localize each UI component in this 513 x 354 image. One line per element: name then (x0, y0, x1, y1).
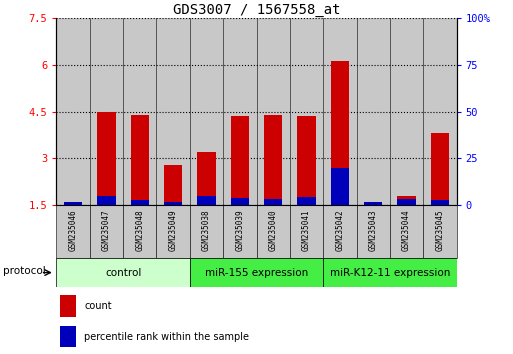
Bar (298, 116, 315, 205)
Bar (264, 115, 282, 205)
Bar (390, 18, 423, 205)
Text: GSM235049: GSM235049 (169, 210, 177, 251)
Text: GSM235040: GSM235040 (269, 210, 278, 251)
Bar (64, 201, 82, 205)
Text: GSM235041: GSM235041 (302, 210, 311, 251)
Bar (190, 18, 223, 205)
Bar (223, 205, 256, 258)
Bar (56, 258, 190, 287)
Bar (290, 205, 323, 258)
Bar (256, 18, 290, 205)
Bar (64, 204, 82, 205)
Bar (164, 201, 182, 205)
Bar (97, 112, 115, 205)
Text: miR-K12-11 expression: miR-K12-11 expression (330, 268, 450, 278)
Text: GSM235045: GSM235045 (436, 210, 444, 251)
Bar (231, 116, 249, 205)
Bar (190, 205, 223, 258)
Text: GSM235048: GSM235048 (135, 210, 144, 251)
Bar (431, 133, 449, 205)
Bar (61, 296, 76, 317)
Bar (131, 200, 149, 205)
Bar (364, 201, 382, 205)
Bar (323, 258, 457, 287)
Bar (390, 205, 423, 258)
Text: percentile rank within the sample: percentile rank within the sample (85, 331, 249, 342)
Bar (223, 18, 256, 205)
Bar (190, 258, 323, 287)
Text: protocol: protocol (3, 266, 46, 276)
Bar (164, 165, 182, 205)
Text: GSM235042: GSM235042 (336, 210, 344, 251)
Bar (357, 205, 390, 258)
Text: GSM235046: GSM235046 (69, 210, 77, 251)
Bar (398, 199, 416, 205)
Bar (131, 115, 149, 205)
Text: GSM235044: GSM235044 (402, 210, 411, 251)
Bar (331, 62, 349, 205)
Bar (431, 200, 449, 205)
Bar (90, 205, 123, 258)
Bar (198, 152, 215, 205)
Bar (256, 205, 290, 258)
Bar (423, 205, 457, 258)
Text: GSM235039: GSM235039 (235, 210, 244, 251)
Bar (56, 18, 90, 205)
Bar (357, 18, 390, 205)
Bar (231, 198, 249, 205)
Bar (61, 326, 76, 347)
Bar (90, 18, 123, 205)
Bar (323, 205, 357, 258)
Bar (156, 205, 190, 258)
Bar (290, 18, 323, 205)
Bar (56, 205, 90, 258)
Bar (198, 196, 215, 205)
Text: GSM235047: GSM235047 (102, 210, 111, 251)
Text: miR-155 expression: miR-155 expression (205, 268, 308, 278)
Bar (123, 205, 156, 258)
Bar (156, 18, 190, 205)
Text: count: count (85, 301, 112, 311)
Bar (423, 18, 457, 205)
Title: GDS3007 / 1567558_at: GDS3007 / 1567558_at (173, 3, 340, 17)
Text: GSM235043: GSM235043 (369, 210, 378, 251)
Text: GSM235038: GSM235038 (202, 210, 211, 251)
Bar (123, 18, 156, 205)
Bar (398, 196, 416, 205)
Bar (331, 168, 349, 205)
Bar (298, 197, 315, 205)
Text: control: control (105, 268, 141, 278)
Bar (264, 199, 282, 205)
Bar (364, 202, 382, 205)
Bar (323, 18, 357, 205)
Bar (97, 196, 115, 205)
